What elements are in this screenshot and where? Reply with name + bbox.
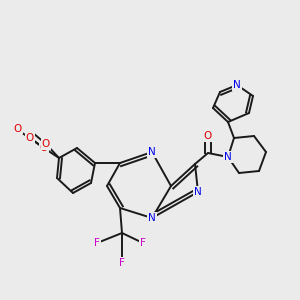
Text: N: N [148, 213, 156, 223]
Text: O: O [14, 124, 22, 134]
Text: O: O [40, 143, 48, 153]
Text: N: N [148, 147, 156, 157]
Text: O: O [26, 133, 34, 143]
Text: O: O [204, 131, 212, 141]
Text: F: F [140, 238, 146, 248]
Text: F: F [119, 258, 125, 268]
Text: N: N [224, 152, 232, 162]
Text: F: F [94, 238, 100, 248]
Text: N: N [194, 187, 202, 197]
Text: N: N [233, 80, 241, 90]
Text: O: O [42, 139, 50, 149]
